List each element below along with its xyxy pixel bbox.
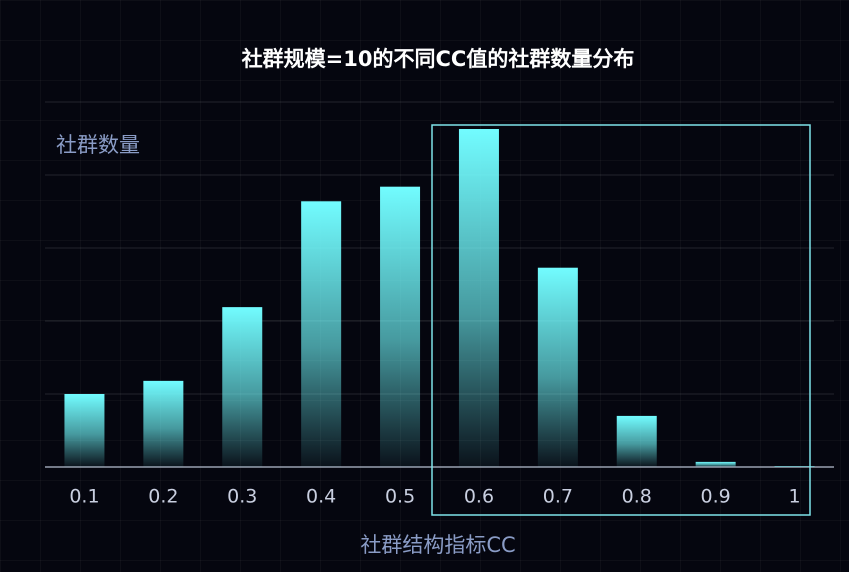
y-axis-label: 社群数量 [56, 133, 140, 157]
highlight-box [431, 124, 811, 516]
x-tick-label: 0.3 [227, 486, 257, 508]
x-tick-label: 1 [789, 486, 801, 508]
x-tick-label: 0.8 [622, 486, 652, 508]
bar [143, 380, 184, 467]
bar [380, 186, 421, 467]
bar [774, 466, 815, 467]
bar [222, 307, 263, 467]
chart-title: 社群规模=10的不同CC值的社群数量分布 [241, 47, 635, 71]
x-tick-label: 0.1 [69, 486, 99, 508]
bar [64, 394, 105, 467]
x-tick-label: 0.5 [385, 486, 415, 508]
bar [301, 201, 342, 467]
x-tick-label: 0.9 [701, 486, 731, 508]
bar [616, 415, 657, 467]
x-tick-label: 0.4 [306, 486, 336, 508]
x-tick-label: 0.2 [148, 486, 178, 508]
bar [537, 267, 578, 467]
x-tick-label: 0.6 [464, 486, 494, 508]
bar [458, 129, 499, 467]
x-axis-label: 社群结构指标CC [360, 533, 515, 557]
x-tick-label: 0.7 [543, 486, 573, 508]
bar [695, 461, 736, 467]
